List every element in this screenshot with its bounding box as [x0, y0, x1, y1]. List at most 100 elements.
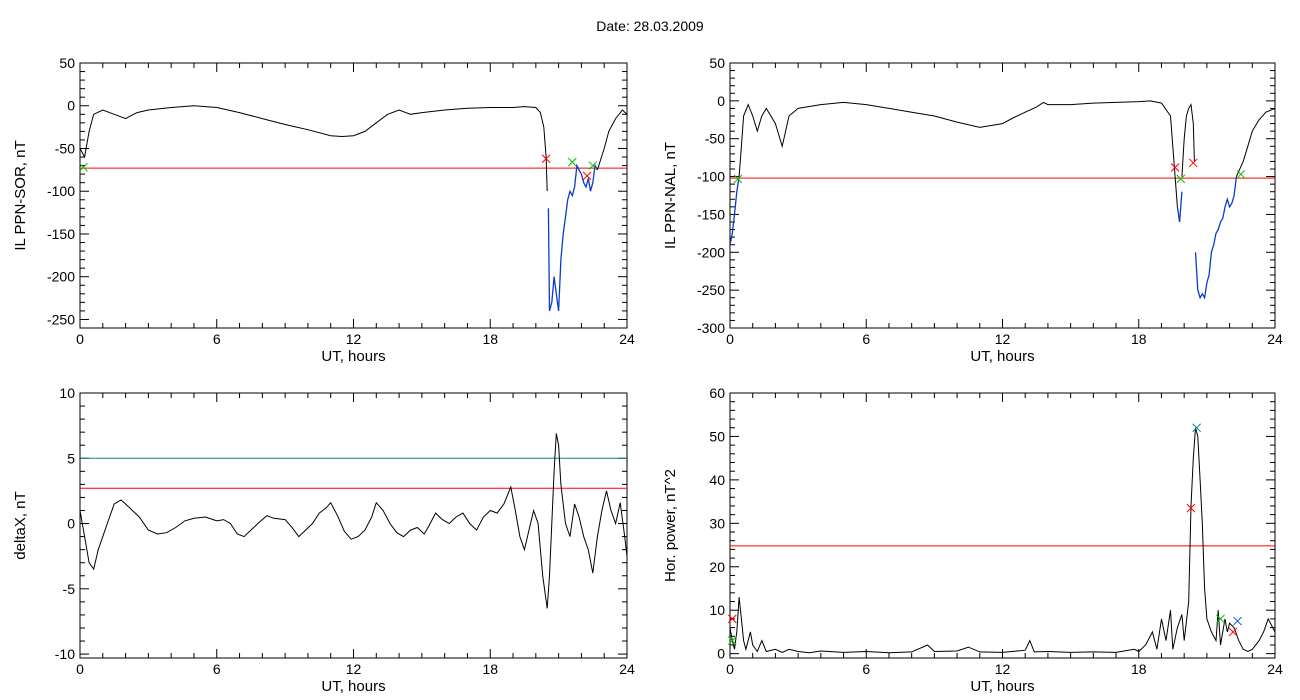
x-tick-label: 24: [619, 661, 635, 677]
series-line-2: [1176, 191, 1183, 223]
marker-stroke: [1188, 158, 1198, 168]
y-tick-label: -150: [697, 206, 725, 222]
marker-stroke: [1176, 174, 1186, 184]
y-tick-label: 0: [67, 98, 75, 114]
x-tick-label: 6: [213, 331, 221, 347]
series-line-1: [547, 163, 598, 312]
series-line-0: [80, 433, 627, 609]
marker-stroke: [1228, 627, 1238, 637]
x-axis-label: UT, hours: [321, 348, 385, 365]
y-tick-label: 0: [67, 516, 75, 532]
x-tick-label: 6: [213, 661, 221, 677]
x-tick-label: 12: [346, 331, 362, 347]
y-tick-label: 0: [717, 93, 725, 109]
y-tick-label: -200: [697, 244, 725, 260]
chart-ppn-nal: 0 6 12 18 24 50 0 -50 -100 -150 -200 -250 -300 UT, ho…: [662, 55, 1283, 365]
plot-frame: [729, 392, 1276, 659]
y-tick-label: 5: [67, 450, 75, 466]
y-tick-label: 0: [717, 646, 725, 662]
marker-stroke: [1170, 163, 1180, 172]
marker-green: [733, 174, 743, 184]
x-tick-label: 0: [726, 331, 734, 347]
marker-green: [567, 157, 577, 167]
x-tick-label: 0: [76, 661, 84, 677]
marker-red: [1228, 627, 1238, 637]
marker-red: [582, 171, 592, 181]
plot-frame: [79, 62, 628, 329]
y-tick-label: 30: [709, 515, 725, 531]
y-tick-label: 50: [59, 55, 75, 71]
series-line-3: [1181, 103, 1195, 177]
y-tick-label: -50: [55, 140, 75, 156]
plot-frame: [729, 62, 1276, 329]
series-line-0: [730, 427, 1275, 654]
y-tick-label: 40: [709, 472, 725, 488]
x-tick-label: 6: [862, 661, 870, 677]
marker-stroke: [1186, 503, 1196, 513]
marker-red: [1170, 163, 1180, 172]
y-tick-label: 20: [709, 559, 725, 575]
marker-stroke: [733, 174, 743, 184]
x-tick-label: 24: [1267, 331, 1283, 347]
y-tick-label: -300: [697, 320, 725, 336]
series-line-4: [1194, 176, 1238, 300]
x-tick-label: 24: [1267, 661, 1283, 677]
series-line-2: [596, 109, 627, 171]
marker-green: [1236, 169, 1246, 179]
series-group: [80, 105, 627, 312]
y-tick-label: -150: [47, 226, 75, 242]
marker-red: [1188, 158, 1198, 168]
marker-green: [1176, 174, 1186, 184]
marker-stroke: [588, 161, 598, 170]
x-tick-label: 0: [726, 661, 734, 677]
x-axis-label: UT, hours: [970, 348, 1034, 365]
marker-teal: [1192, 423, 1202, 433]
plot-frame: [79, 392, 628, 659]
marker-stroke: [1192, 423, 1202, 433]
x-tick-label: 12: [995, 661, 1011, 677]
x-tick-label: 6: [862, 331, 870, 347]
chart-hor-power: 0 6 12 18 24 60 50 40 30 20 10 0 UT, hours Hor. power…: [662, 385, 1283, 695]
page-title: Date: 28.03.2009: [596, 18, 704, 34]
marker-green: [79, 162, 88, 172]
marker-red: [727, 614, 737, 624]
x-axis-label: UT, hours: [970, 678, 1034, 695]
y-tick-label: -200: [47, 269, 75, 285]
series-line-5: [1235, 107, 1275, 177]
x-tick-label: 12: [346, 661, 362, 677]
y-axis-label: deltaX, nT: [12, 491, 29, 559]
x-tick-label: 18: [482, 661, 498, 677]
x-tick-label: 18: [1131, 331, 1147, 347]
marker-red: [1186, 503, 1196, 513]
marker-stroke: [1236, 169, 1246, 179]
y-tick-label: -100: [47, 183, 75, 199]
marker-stroke: [1216, 614, 1225, 624]
y-tick-label: 50: [709, 55, 725, 71]
marker-stroke: [567, 157, 577, 167]
chart-deltax: 0 6 12 18 24 10 5 0 -5 -10 UT, hours deltaX, nT: [12, 385, 635, 695]
y-axis-label: IL PPN-NAL, nT: [662, 142, 679, 249]
series-group: [730, 100, 1275, 300]
series-group: [730, 427, 1275, 654]
x-tick-label: 24: [619, 331, 635, 347]
y-axis-label: IL PPN-SOR, nT: [12, 140, 29, 250]
x-axis-label: UT, hours: [321, 678, 385, 695]
y-tick-label: -10: [55, 646, 75, 662]
marker-stroke: [79, 162, 88, 172]
marker-green: [1216, 614, 1225, 624]
marker-stroke: [727, 636, 737, 645]
y-tick-label: -50: [705, 131, 725, 147]
y-tick-label: -250: [697, 282, 725, 298]
y-tick-label: -100: [697, 169, 725, 185]
x-tick-label: 0: [76, 331, 84, 347]
marker-stroke: [582, 171, 592, 181]
y-tick-label: -250: [47, 311, 75, 327]
x-tick-label: 12: [995, 331, 1011, 347]
chart-ppn-sor: 0 6 12 18 24 50 0 -50 -100 -150 -200 -250 UT, hours I…: [12, 55, 635, 365]
marker-blue: [1233, 616, 1242, 626]
marker-stroke: [1233, 616, 1242, 626]
x-tick-label: 18: [482, 331, 498, 347]
series-line-0: [730, 176, 740, 245]
y-tick-label: 10: [59, 385, 75, 401]
